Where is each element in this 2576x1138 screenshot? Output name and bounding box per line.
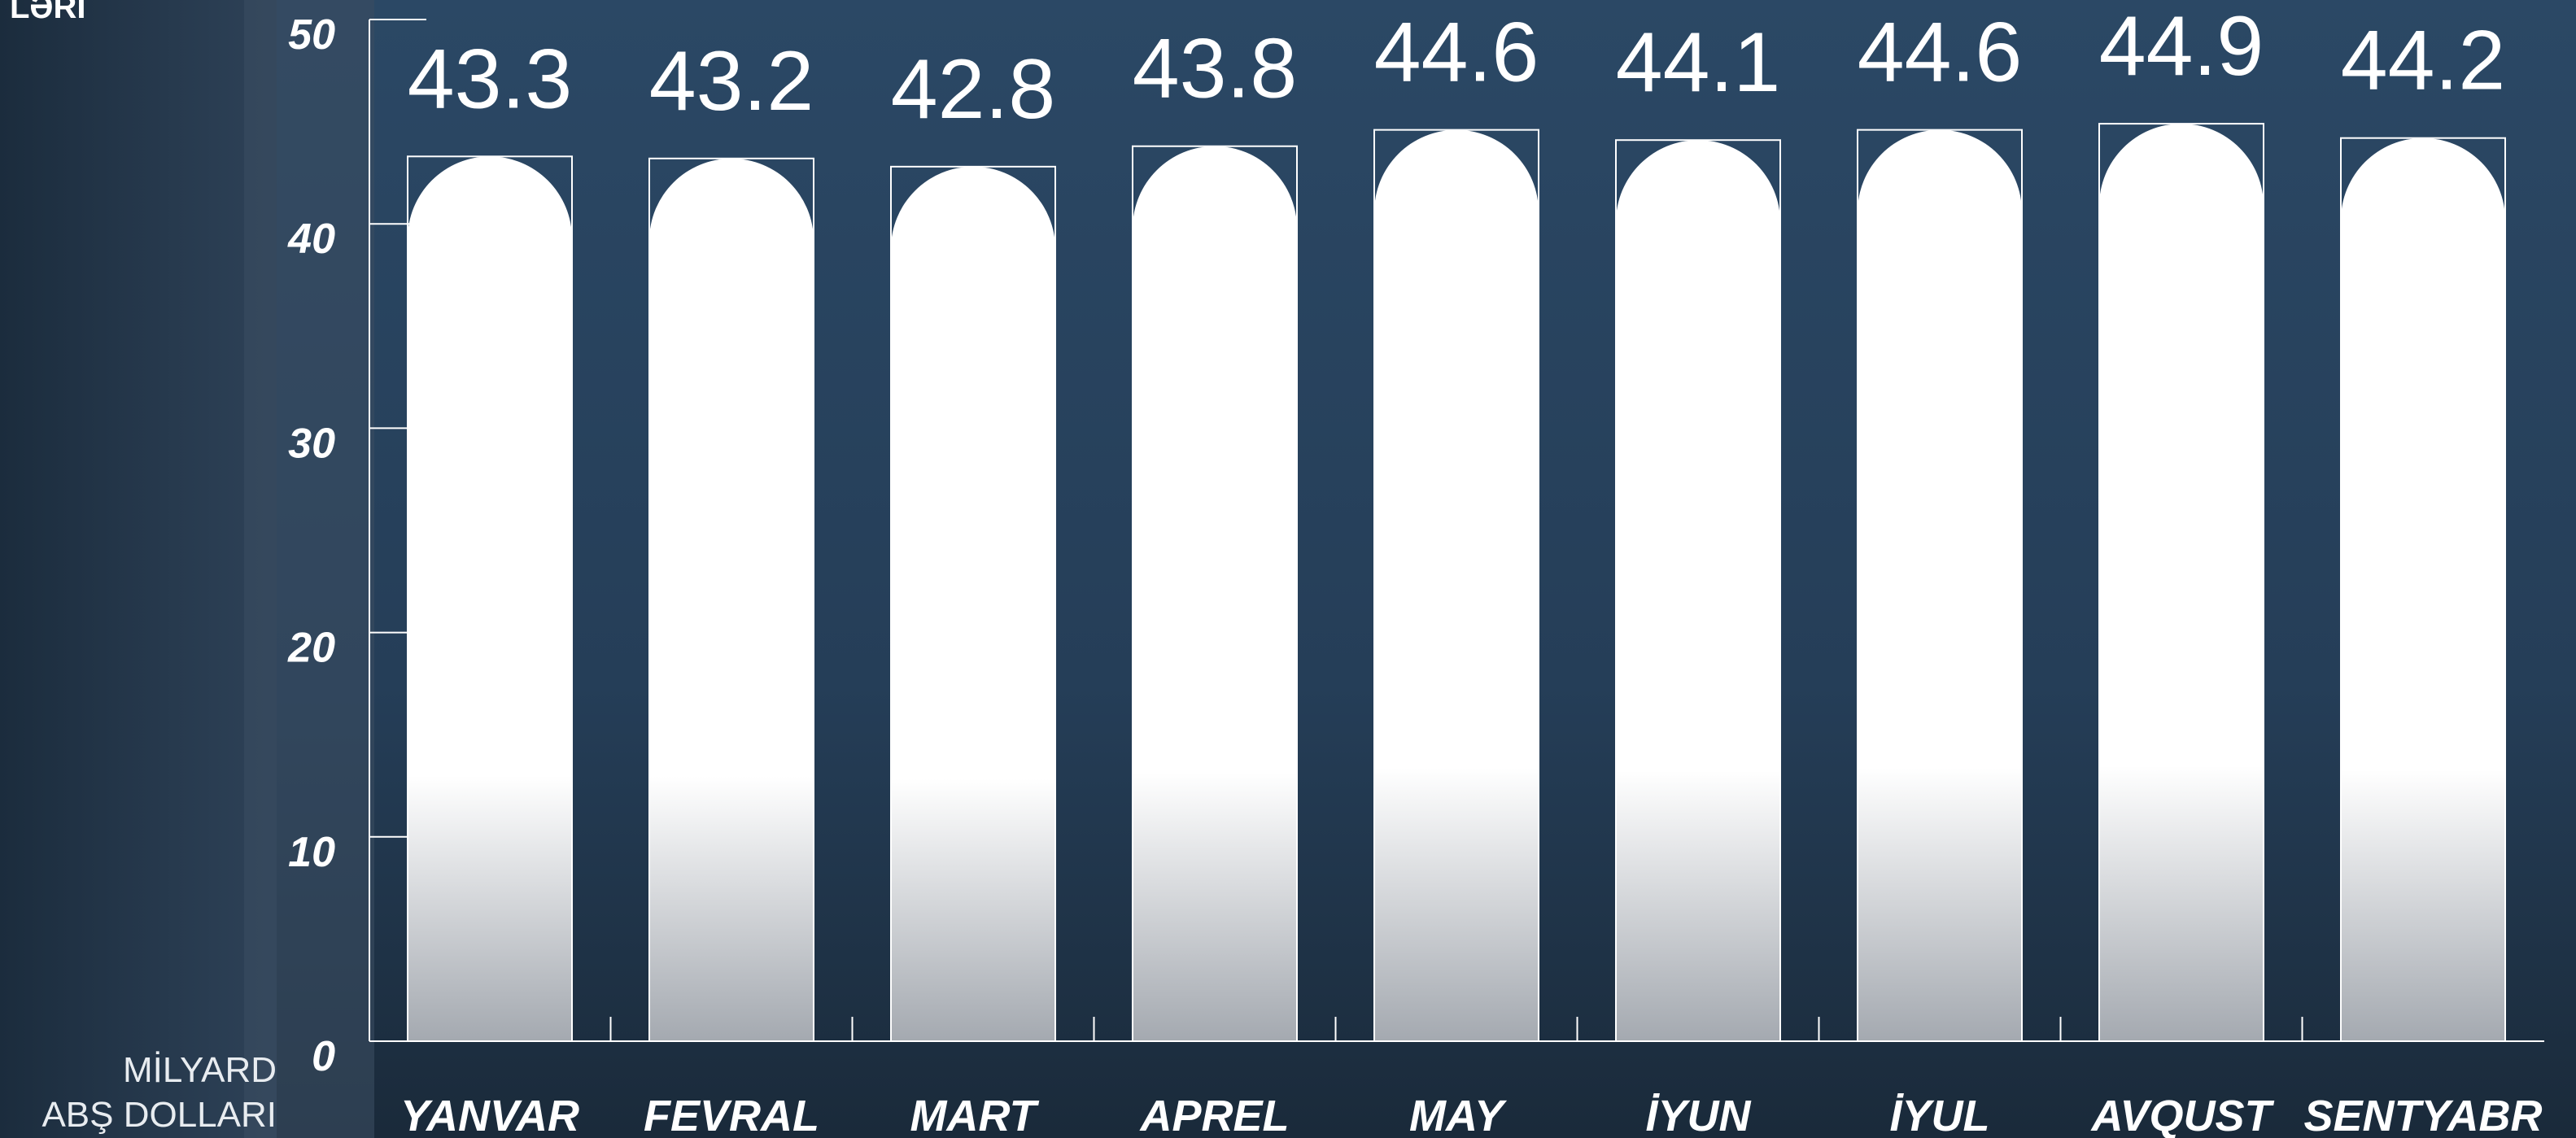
y-tick-label: 40 xyxy=(287,216,335,263)
bar xyxy=(2099,124,2264,1041)
chart-title: LƏRİ xyxy=(10,0,85,25)
bar xyxy=(1374,130,1539,1041)
chart: LƏRİ MİLYARD ABŞ DOLLARI 0 10 20 30 40 50 YANV… xyxy=(0,0,2576,1138)
value-label: 44.1 xyxy=(1616,15,1780,110)
y-tick-label: 50 xyxy=(288,11,335,59)
y-tick-label: 0 xyxy=(312,1033,335,1080)
value-label: 43.3 xyxy=(408,32,572,126)
bar xyxy=(1133,146,1297,1041)
y-tick-label: 30 xyxy=(288,420,335,467)
bar xyxy=(408,156,572,1041)
value-label: 44.9 xyxy=(2099,0,2264,94)
value-label: 43.8 xyxy=(1133,22,1297,116)
x-tick-label: MART xyxy=(910,1092,1040,1138)
y-axis-label: MİLYARD xyxy=(123,1050,277,1090)
bar xyxy=(649,159,814,1041)
building xyxy=(0,0,277,1138)
x-tick-label: İYUN xyxy=(1645,1092,1751,1138)
bar xyxy=(1616,140,1780,1041)
x-tick-label: YANVAR xyxy=(400,1092,579,1138)
x-tick-label: AVQUST xyxy=(2089,1092,2274,1138)
x-tick-label: APREL xyxy=(1138,1092,1289,1138)
bar xyxy=(1858,130,2022,1041)
value-label: 44.6 xyxy=(1858,6,2022,100)
value-label: 44.6 xyxy=(1374,6,1539,100)
value-label: 42.8 xyxy=(891,42,1055,137)
x-tick-label: SENTYABR xyxy=(2303,1092,2542,1138)
x-tick-label: İYUL xyxy=(1889,1092,1989,1138)
value-label: 44.2 xyxy=(2341,14,2505,108)
y-tick-label: 20 xyxy=(287,625,335,672)
x-tick-label: MAY xyxy=(1409,1092,1508,1138)
page: LƏRİ MİLYARD ABŞ DOLLARI 0 10 20 30 40 50 YANV… xyxy=(0,0,2576,1138)
x-tick-label: FEVRAL xyxy=(644,1092,819,1138)
y-axis-label: ABŞ DOLLARI xyxy=(41,1095,277,1135)
value-label: 43.2 xyxy=(649,34,814,129)
bar xyxy=(891,167,1055,1041)
bar xyxy=(2341,138,2505,1041)
building-edge xyxy=(244,0,374,1138)
y-tick-label: 10 xyxy=(288,829,335,876)
